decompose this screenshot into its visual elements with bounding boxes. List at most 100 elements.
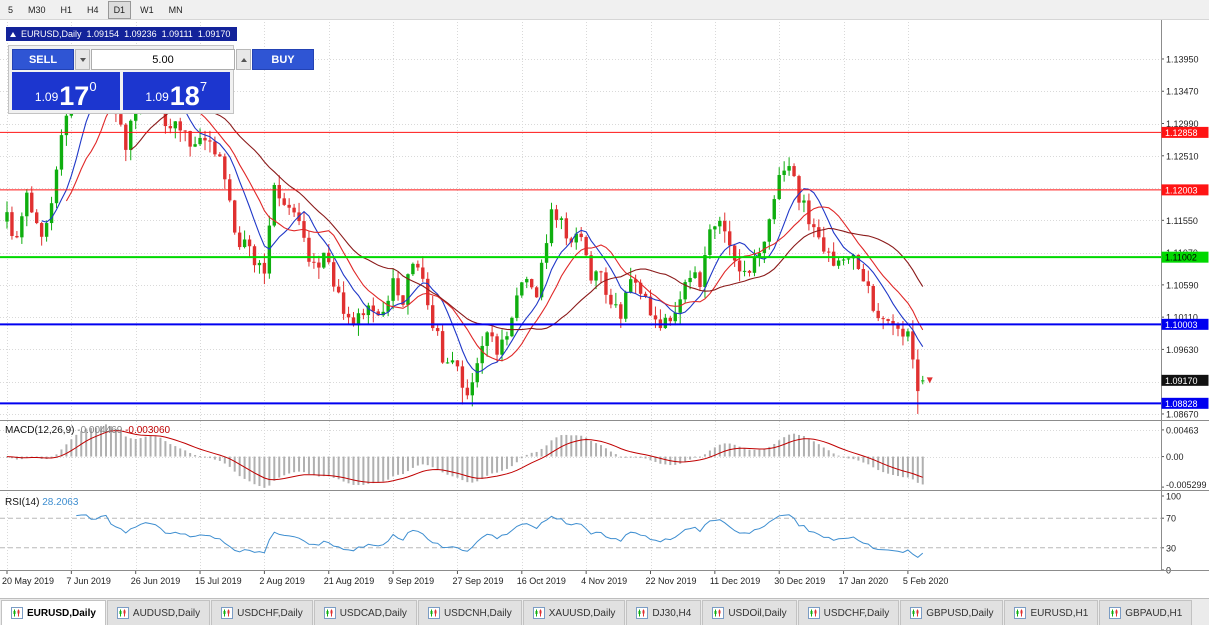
chart-tab-label: USDCHF,Daily bbox=[823, 607, 890, 619]
timeframe-button-w1[interactable]: W1 bbox=[140, 4, 154, 15]
chart-tab-label: USDCHF,Daily bbox=[237, 607, 303, 619]
svg-text:1.09170: 1.09170 bbox=[1165, 376, 1198, 386]
svg-text:7 Jun 2019: 7 Jun 2019 bbox=[66, 576, 111, 586]
chart-icon bbox=[712, 607, 725, 619]
macd-label: MACD(12,26,9) -0.004469 -0.003060 bbox=[5, 425, 171, 436]
chart-title-bar: EURUSD,Daily 1.09154 1.09236 1.09111 1.0… bbox=[6, 27, 238, 41]
svg-text:1.12003: 1.12003 bbox=[1165, 185, 1198, 195]
quote-row: 1.09 17 0 1.09 18 7 bbox=[12, 72, 230, 110]
trade-controls-row: SELL BUY bbox=[12, 49, 314, 70]
svg-text:0.00: 0.00 bbox=[1166, 452, 1184, 462]
svg-text:9 Sep 2019: 9 Sep 2019 bbox=[388, 576, 434, 586]
svg-text:20 May 2019: 20 May 2019 bbox=[2, 576, 54, 586]
chart-tab-eurusd-daily[interactable]: EURUSD,Daily bbox=[1, 600, 106, 625]
timeframe-button-mn[interactable]: MN bbox=[168, 4, 183, 15]
chart-tab-audusd-daily[interactable]: AUDUSD,Daily bbox=[106, 600, 211, 625]
svg-text:70: 70 bbox=[1166, 514, 1176, 524]
ohlc-close: 1.09170 bbox=[197, 29, 231, 39]
timeframe-button-5[interactable]: 5 bbox=[8, 4, 14, 15]
axes-layer: 1.139501.134701.129901.125101.120301.115… bbox=[2, 54, 1199, 586]
chart-tab-label: GBPUSD,Daily bbox=[926, 607, 994, 619]
chart-icon bbox=[532, 607, 545, 619]
chart-tab-usdchf-daily[interactable]: USDCHF,Daily bbox=[797, 600, 900, 625]
svg-text:16 Oct 2019: 16 Oct 2019 bbox=[517, 576, 566, 586]
one-click-trading-panel: SELL BUY 1.09 17 0 1.09 18 7 bbox=[8, 45, 314, 114]
svg-text:2 Aug 2019: 2 Aug 2019 bbox=[259, 576, 305, 586]
window-menu-icon bbox=[10, 31, 16, 37]
svg-text:-0.005299: -0.005299 bbox=[1166, 480, 1207, 490]
macd-signal-line bbox=[6, 430, 923, 483]
svg-text:0.00463: 0.00463 bbox=[1166, 425, 1199, 435]
chart-icon bbox=[427, 607, 440, 619]
chart-tab-label: GBPAUD,H1 bbox=[1125, 607, 1183, 619]
chevron-up-icon bbox=[240, 57, 247, 62]
sell-price-button[interactable]: 1.09 17 0 bbox=[12, 72, 120, 110]
macd-pane: 0.00463 0.00 -0.005299 MACD(12,26,9) -0.004… bbox=[0, 424, 1207, 490]
chart-tab-eurusd-h1[interactable]: EURUSD,H1 bbox=[1004, 600, 1099, 625]
svg-text:1.11550: 1.11550 bbox=[1166, 216, 1198, 226]
chart-tab-dj30-h4[interactable]: DJ30,H4 bbox=[626, 600, 702, 625]
svg-text:1.13950: 1.13950 bbox=[1166, 54, 1199, 64]
chart-icon bbox=[807, 607, 820, 619]
chart-symbol-label: EURUSD,Daily bbox=[21, 29, 82, 39]
svg-text:1.12990: 1.12990 bbox=[1166, 119, 1199, 129]
timeframe-button-m30[interactable]: M30 bbox=[28, 4, 46, 15]
timeframe-toolbar: 5 M30 H1 H4 D1 W1 MN bbox=[0, 0, 1209, 20]
ask-pipette: 7 bbox=[199, 79, 208, 94]
svg-text:30 Dec 2019: 30 Dec 2019 bbox=[774, 576, 825, 586]
svg-text:1.12858: 1.12858 bbox=[1165, 128, 1198, 138]
lot-decrease-button[interactable] bbox=[75, 49, 90, 70]
chart-window: 0.00463 0.00 -0.005299 MACD(12,26,9) -0.004… bbox=[0, 20, 1209, 598]
svg-text:1.10110: 1.10110 bbox=[1166, 313, 1198, 323]
chart-icon bbox=[910, 607, 923, 619]
chart-icon bbox=[221, 607, 234, 619]
chart-tab-gbpusd-daily[interactable]: GBPUSD,Daily bbox=[900, 600, 1004, 625]
timeframe-button-h1[interactable]: H1 bbox=[60, 4, 73, 15]
chart-tab-gbpaud-h1[interactable]: GBPAUD,H1 bbox=[1099, 600, 1193, 625]
chart-tab-usdcad-daily[interactable]: USDCAD,Daily bbox=[313, 600, 417, 625]
chevron-down-icon bbox=[79, 57, 86, 62]
ohlc-open: 1.09154 bbox=[86, 29, 120, 39]
bid-base: 1.09 bbox=[34, 90, 59, 104]
chart-tabs-bar: EURUSD,Daily AUDUSD,Daily USDCHF,Daily USDC… bbox=[0, 598, 1209, 625]
chart-tab-label: USDCNH,Daily bbox=[443, 607, 512, 619]
sell-button[interactable]: SELL bbox=[12, 49, 74, 70]
chart-tab-xauusd-daily[interactable]: XAUUSD,Daily bbox=[522, 600, 626, 625]
pane-splitters[interactable] bbox=[0, 20, 1209, 571]
chart-icon bbox=[116, 607, 129, 619]
chart-tab-usdchf-daily[interactable]: USDCHF,Daily bbox=[211, 600, 313, 625]
timeframe-button-h4[interactable]: H4 bbox=[87, 4, 99, 15]
svg-text:1.09630: 1.09630 bbox=[1166, 345, 1199, 355]
svg-text:22 Nov 2019: 22 Nov 2019 bbox=[646, 576, 697, 586]
svg-text:5 Feb 2020: 5 Feb 2020 bbox=[903, 576, 949, 586]
chart-icon bbox=[323, 607, 336, 619]
ohlc-high: 1.09236 bbox=[124, 29, 157, 39]
chart-tab-usdcnh-daily[interactable]: USDCNH,Daily bbox=[417, 600, 522, 625]
timeframe-button-d1[interactable]: D1 bbox=[107, 0, 132, 19]
chart-icon bbox=[1109, 607, 1122, 619]
chart-icon bbox=[11, 607, 23, 619]
ma-line-26 bbox=[130, 102, 924, 331]
svg-text:4 Nov 2019: 4 Nov 2019 bbox=[581, 576, 627, 586]
ohlc-low: 1.09111 bbox=[161, 29, 193, 39]
svg-text:1.10003: 1.10003 bbox=[1165, 320, 1198, 330]
chart-tab-usdoil-daily[interactable]: USDOil,Daily bbox=[702, 600, 797, 625]
buy-button[interactable]: BUY bbox=[252, 49, 314, 70]
levels-layer[interactable]: 1.12858 1.12003 1.11002 1.10003 1.08828 1.091… bbox=[0, 126, 1209, 409]
svg-text:1.13470: 1.13470 bbox=[1166, 87, 1199, 97]
rsi-label: RSI(14) 28.2063 bbox=[5, 497, 79, 508]
buy-price-button[interactable]: 1.09 18 7 bbox=[122, 72, 230, 110]
svg-text:1.10590: 1.10590 bbox=[1166, 280, 1199, 290]
chart-tab-label: USDOil,Daily bbox=[728, 607, 787, 619]
bid-big-digits: 17 bbox=[59, 81, 90, 112]
price-arrow bbox=[926, 377, 933, 384]
chart-tab-label: DJ30,H4 bbox=[652, 607, 692, 619]
lot-increase-button[interactable] bbox=[236, 49, 251, 70]
chart-tab-label: AUDUSD,Daily bbox=[132, 607, 201, 619]
svg-text:1.11002: 1.11002 bbox=[1165, 253, 1197, 263]
svg-text:15 Jul 2019: 15 Jul 2019 bbox=[195, 576, 242, 586]
svg-text:30: 30 bbox=[1166, 543, 1176, 553]
ma-line-8 bbox=[41, 83, 924, 374]
lot-size-input[interactable] bbox=[91, 49, 235, 70]
